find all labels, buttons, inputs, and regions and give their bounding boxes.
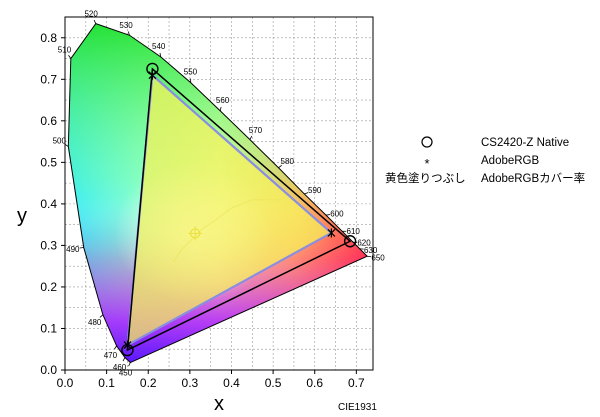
adobergb-star-point [327, 228, 336, 238]
legend: CS2420-Z Native * AdobeRGB 黄色塗りつぶし Adobe… [385, 136, 585, 185]
y-axis-title: y [17, 205, 27, 227]
x-tick-label: 0.5 [265, 376, 282, 390]
y-tick-label: 0.1 [40, 321, 57, 335]
wavelength-tick [367, 255, 372, 258]
wavelength-label: 630 [364, 246, 378, 255]
wavelength-label: 550 [184, 68, 198, 77]
wavelength-tick [304, 192, 309, 195]
wavelength-label: 540 [152, 42, 166, 51]
legend-label-adobe: AdobeRGB [481, 155, 540, 167]
wavelength-tick [93, 19, 97, 24]
wavelength-tick [128, 362, 131, 367]
legend-circle-icon [421, 136, 433, 148]
x-tick-label: 0.3 [182, 376, 199, 390]
adobergb-star-point [123, 340, 132, 350]
y-tick-label: 0.3 [40, 238, 57, 252]
wavelength-tick [249, 135, 253, 140]
legend-label-coverage: AdobeRGBカバー率 [481, 171, 585, 185]
x-tick-label: 0.7 [348, 376, 365, 390]
wavelength-tick [159, 52, 162, 57]
wavelength-tick [278, 164, 282, 169]
wavelength-label: 560 [216, 96, 230, 105]
x-axis-title: x [214, 393, 224, 415]
wavelength-tick [99, 314, 104, 318]
y-tick-label: 0.4 [40, 197, 57, 211]
y-tick-label: 0.6 [40, 114, 57, 128]
wavelength-tick [127, 31, 130, 36]
x-tick-label: 0.2 [140, 376, 157, 390]
y-tick-label: 0.8 [40, 31, 57, 45]
plot-frame [64, 16, 374, 371]
wavelength-label: 650 [371, 254, 385, 263]
wavelength-label: 580 [281, 157, 295, 166]
gamut-series [121, 62, 357, 357]
legend-star-icon: * [424, 156, 429, 171]
wavelength-tick [325, 214, 330, 216]
wavelength-tick [79, 247, 84, 249]
y-tick-label: 0.7 [40, 72, 57, 86]
x-tick-label: 0.0 [57, 376, 74, 390]
y-tick-label: 0.2 [40, 280, 57, 294]
y-tick-label: 0.0 [40, 363, 57, 377]
spectral-locus-outline [67, 23, 369, 364]
wavelength-label: 570 [249, 126, 263, 135]
wavelength-label: 600 [330, 210, 344, 219]
wavelength-label: 490 [66, 245, 80, 254]
x-tick-label: 0.4 [223, 376, 240, 390]
wavelength-label: 620 [357, 239, 371, 248]
axis-tick-labels: 0.0 0.1 0.2 0.3 0.4 0.5 0.6 0.7 0.0 0.1 0.2 0.3 0.4 0… [40, 31, 365, 390]
wavelength-label: 530 [119, 21, 133, 30]
wavelength-label: 480 [88, 318, 102, 327]
adobergb-star-point [148, 70, 157, 80]
wavelength-label: 610 [347, 227, 361, 236]
wavelength-tick [219, 106, 222, 111]
wavelength-tick [114, 345, 117, 350]
wavelength-tick [68, 55, 72, 59]
y-tick-label: 0.5 [40, 155, 57, 169]
wavelength-label: 460 [113, 363, 127, 372]
wavelength-tick [64, 143, 69, 147]
wavelength-label: 450 [119, 368, 133, 377]
wavelength-label: 590 [308, 186, 322, 195]
wavelength-label: 470 [104, 351, 118, 360]
native-gamut-triangle [126, 67, 352, 352]
wavelength-label: 500 [53, 136, 67, 145]
wavelength-label: 520 [84, 10, 98, 19]
wavelength-tick [122, 357, 126, 362]
native-gamut-point [343, 235, 357, 248]
legend-label-native: CS2420-Z Native [481, 137, 569, 149]
x-tick-label: 0.6 [306, 376, 323, 390]
diagram-caption: CIE1931 [338, 402, 377, 413]
x-tick-label: 0.1 [98, 376, 115, 390]
legend-fill-description: 黄色塗りつぶし [385, 171, 466, 185]
